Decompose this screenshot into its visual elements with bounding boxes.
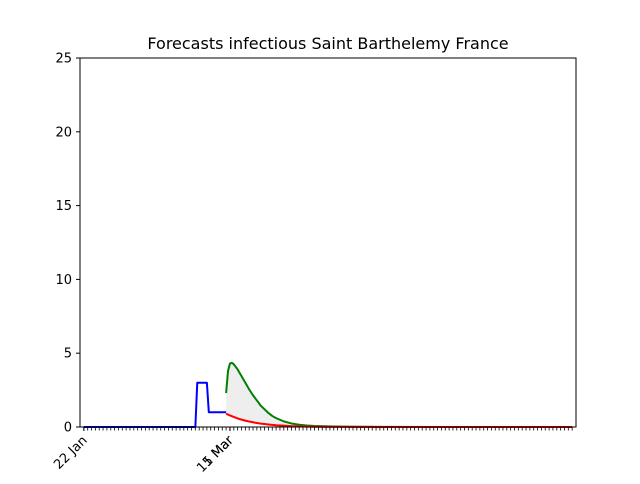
y-tick-label: 20	[55, 125, 72, 140]
y-tick-label: 15	[55, 199, 72, 214]
y-tick-label: 5	[64, 347, 72, 362]
plot-frame	[79, 57, 577, 428]
y-tick-label: 25	[55, 52, 72, 67]
forecast-band	[226, 362, 315, 427]
y-tick-label: 10	[55, 273, 72, 288]
y-tick-label: 0	[64, 421, 72, 436]
chart-title: Forecasts infectious Saint Barthelemy Fr…	[147, 34, 508, 53]
